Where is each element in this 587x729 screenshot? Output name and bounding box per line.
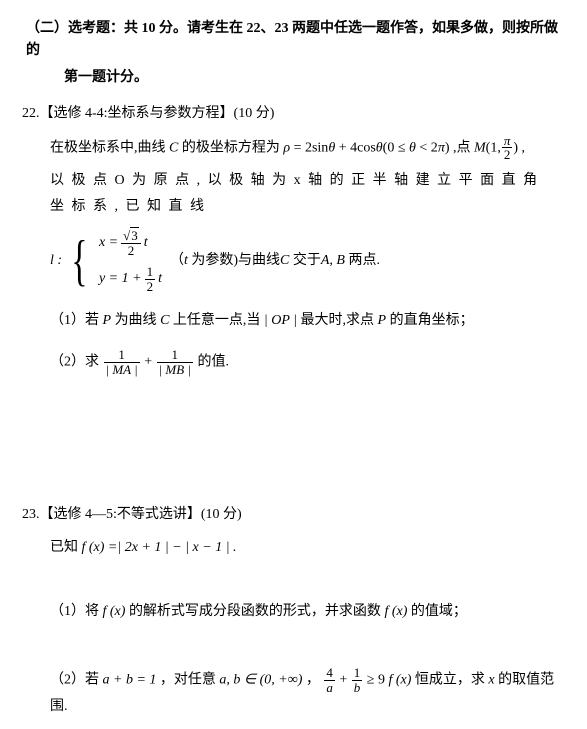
var-C: C xyxy=(160,313,169,328)
num: 1 xyxy=(145,265,156,280)
geq: ≥ 9 xyxy=(367,672,385,687)
var-C: C xyxy=(280,253,289,268)
text: 的极坐标方程为 xyxy=(182,140,280,155)
section-header-line2: 第一题计分。 xyxy=(22,67,559,89)
text: 在极坐标系中,曲线 xyxy=(50,140,166,155)
text: 的值域； xyxy=(411,604,467,619)
brace-label: l : xyxy=(50,250,62,272)
text: 最大时,求点 xyxy=(301,313,375,328)
brace-after: （t 为参数)与曲线C 交于A, B 两点. xyxy=(170,250,380,272)
range: < 2 xyxy=(416,140,438,155)
text: ， xyxy=(306,672,320,687)
text: ,点 xyxy=(453,140,471,155)
frac-4-a: 4 a xyxy=(324,666,335,694)
den: b xyxy=(352,681,363,695)
text: 为曲线 xyxy=(115,313,157,328)
range: ) xyxy=(445,140,450,155)
text: 的解析式写成分段函数的形式，并求函数 xyxy=(129,604,381,619)
den: | MB | xyxy=(157,363,193,377)
num: π xyxy=(502,134,513,149)
plus: + xyxy=(144,355,155,370)
den: | MA | xyxy=(104,363,140,377)
q23-para1: 已知 f (x) =| 2x + 1 | − | x − 1 | . xyxy=(50,535,559,562)
var-C: C xyxy=(169,140,178,155)
section-header-line1: （二）选考题：共 10 分。请考生在 22、23 两题中任选一题作答，如果多做，… xyxy=(22,18,559,63)
q22-para2: 以 极 点 O 为 原 点 , 以 极 轴 为 x 轴 的 正 半 轴 建 立 … xyxy=(50,168,559,221)
plus: + xyxy=(339,672,350,687)
plus: + 4cos xyxy=(335,140,376,155)
num: √3 xyxy=(121,229,141,244)
num: 1 xyxy=(157,348,193,363)
paren: ) , xyxy=(513,140,525,155)
theta: θ xyxy=(376,140,383,155)
text: 的值. xyxy=(198,355,230,370)
text: 交于 xyxy=(289,253,321,268)
q22-param-eq: l : { x = √3 2 t y = 1 + 1 2 t （t 为参数 xyxy=(50,229,559,294)
text: （2）若 xyxy=(50,672,99,687)
var-t: t xyxy=(144,232,148,254)
brace-content: x = √3 2 t y = 1 + 1 2 t xyxy=(99,229,162,294)
frac-1-b: 1 b xyxy=(352,666,363,694)
lhs: y = 1 + xyxy=(99,268,142,290)
text: 已知 xyxy=(50,540,78,555)
fx-def: f (x) =| 2x + 1 | − | x − 1 | . xyxy=(82,540,237,555)
frac: 1 2 xyxy=(145,265,156,293)
num: 1 xyxy=(352,666,363,681)
paren: (1, xyxy=(486,140,501,155)
q22-sub2: （2）求 1 | MA | + 1 | MB | 的值. xyxy=(50,348,559,376)
spacer xyxy=(50,567,559,585)
frac: √3 2 xyxy=(121,229,141,257)
spacer xyxy=(50,634,559,652)
range: (0 ≤ xyxy=(383,140,409,155)
q22-para1: 在极坐标系中,曲线 C 的极坐标方程为 ρ = 2sinθ + 4cosθ(0 … xyxy=(50,134,559,162)
eq: a + b = 1 xyxy=(103,672,157,687)
text: 的直角坐标； xyxy=(390,313,474,328)
q23-title: 23.【选修 4—5:不等式选讲】(10 分) xyxy=(22,504,559,526)
theta: θ xyxy=(409,140,416,155)
fx: f (x) xyxy=(388,672,411,687)
sqrt-val: 3 xyxy=(130,227,139,243)
text: （1）将 xyxy=(50,604,99,619)
fx: f (x) xyxy=(103,604,126,619)
text: 恒成立，求 xyxy=(415,672,485,687)
abs-OP: | OP | xyxy=(264,313,297,328)
text: ，对任意 xyxy=(160,672,216,687)
den: 2 xyxy=(145,280,156,294)
q23-sub2: （2）若 a + b = 1 ，对任意 a, b ∈ (0, +∞) ， 4 a… xyxy=(50,666,559,721)
eq: = 2sin xyxy=(290,140,328,155)
text: 两点. xyxy=(345,253,380,268)
var-AB: A, B xyxy=(321,253,345,268)
var-P: P xyxy=(103,313,112,328)
den: a xyxy=(324,681,335,695)
var-P: P xyxy=(378,313,387,328)
fx: f (x) xyxy=(384,604,407,619)
var-x: x xyxy=(488,672,494,687)
lhs: x = xyxy=(99,232,118,254)
left-brace-icon: { xyxy=(71,233,87,289)
var-t: t xyxy=(158,268,162,290)
q22-title: 22.【选修 4-4:坐标系与参数方程】(10 分) xyxy=(22,103,559,125)
text: 上任意一点,当 xyxy=(173,313,261,328)
text: （2）求 xyxy=(50,355,99,370)
q22-sub1: （1）若 P 为曲线 C 上任意一点,当 | OP | 最大时,求点 P 的直角… xyxy=(50,308,559,335)
den: 2 xyxy=(502,148,513,162)
q22-body: 在极坐标系中,曲线 C 的极坐标方程为 ρ = 2sinθ + 4cosθ(0 … xyxy=(22,134,559,377)
text: （ xyxy=(170,253,184,268)
den: 2 xyxy=(121,244,141,258)
q23-sub1: （1）将 f (x) 的解析式写成分段函数的形式，并求函数 f (x) 的值域； xyxy=(50,599,559,626)
text: 为参数)与曲线 xyxy=(188,253,280,268)
spacer xyxy=(22,384,559,504)
text: （1）若 xyxy=(50,313,99,328)
eq-row-1: x = √3 2 t xyxy=(99,229,162,257)
frac-1-MB: 1 | MB | xyxy=(157,348,193,376)
q23-body: 已知 f (x) =| 2x + 1 | − | x − 1 | . （1）将 … xyxy=(22,535,559,721)
set: a, b ∈ (0, +∞) xyxy=(219,672,302,687)
num: 4 xyxy=(324,666,335,681)
frac-1-MA: 1 | MA | xyxy=(104,348,140,376)
num: 1 xyxy=(104,348,140,363)
pi: π xyxy=(438,140,445,155)
var-M: M xyxy=(474,140,486,155)
frac-pi-2: π2 xyxy=(502,134,513,162)
eq-row-2: y = 1 + 1 2 t xyxy=(99,265,162,293)
